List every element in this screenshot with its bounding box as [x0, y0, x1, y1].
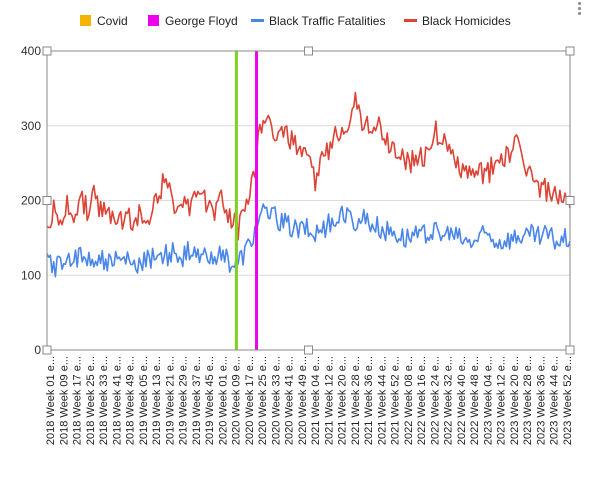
legend-swatch — [251, 19, 264, 22]
legend-swatch — [148, 15, 159, 26]
resize-handle[interactable] — [42, 46, 52, 56]
y-tick-label: 0 — [34, 343, 41, 357]
gridlines — [47, 50, 570, 351]
resize-handle[interactable] — [565, 345, 575, 355]
legend-label: George Floyd — [165, 14, 238, 28]
y-axis-ticks: 0 100 200 300 400 — [21, 44, 41, 357]
resize-handle[interactable] — [565, 196, 575, 205]
legend-item[interactable]: Covid — [80, 14, 128, 28]
y-tick-label: 300 — [21, 119, 41, 133]
resize-handle[interactable] — [42, 196, 52, 205]
x-tick-label: 2020 Week 17 e... — [244, 356, 256, 445]
x-tick-label: 2018 Week 49 e... — [125, 356, 137, 445]
legend-swatch — [404, 19, 417, 22]
resize-handle[interactable] — [42, 345, 52, 355]
x-tick-label: 2019 Week 29 e... — [178, 356, 190, 445]
event-markers — [234, 51, 259, 350]
event-marker — [234, 51, 238, 350]
x-tick-label: 2019 Week 45 e... — [204, 356, 216, 445]
event-marker — [255, 51, 259, 350]
x-tick-label: 2018 Week 17 e... — [72, 356, 84, 445]
x-tick-label: 2023 Week 12 e... — [496, 356, 508, 445]
x-tick-label: 2020 Week 49 e... — [297, 356, 309, 445]
legend-label: Black Homicides — [422, 14, 511, 28]
x-tick-label: 2018 Week 01 e... — [45, 356, 57, 445]
x-tick-label: 2023 Week 20 e... — [509, 356, 521, 445]
legend-item[interactable]: Black Traffic Fatalities — [251, 14, 385, 28]
legend-item[interactable]: George Floyd — [148, 14, 238, 28]
x-tick-label: 2020 Week 01 e... — [217, 356, 229, 445]
resize-handle[interactable] — [304, 46, 313, 56]
x-tick-label: 2019 Week 13 e... — [151, 356, 163, 445]
x-tick-label: 2022 Week 08 e... — [403, 356, 415, 445]
x-tick-label: 2023 Week 36 e... — [536, 356, 548, 445]
x-tick-label: 2022 Week 24 e... — [429, 356, 441, 445]
x-tick-label: 2020 Week 09 e... — [231, 356, 243, 445]
x-tick-label: 2021 Week 36 e... — [363, 356, 375, 445]
series-line — [46, 203, 571, 278]
plot-frame — [42, 46, 575, 355]
x-tick-label: 2021 Week 28 e... — [350, 356, 362, 445]
x-tick-label: 2022 Week 48 e... — [469, 356, 481, 445]
x-tick-label: 2023 Week 52 e... — [562, 356, 574, 445]
x-tick-label: 2021 Week 12 e... — [323, 356, 335, 445]
series-layer — [46, 91, 571, 278]
x-tick-label: 2018 Week 25 e... — [85, 356, 97, 445]
resize-handle[interactable] — [304, 345, 313, 355]
resize-handle[interactable] — [565, 46, 575, 56]
legend-swatch — [80, 15, 91, 26]
x-tick-label: 2023 Week 44 e... — [549, 356, 561, 445]
x-tick-label: 2019 Week 37 e... — [191, 356, 203, 445]
x-tick-label: 2021 Week 44 e... — [376, 356, 388, 445]
x-tick-label: 2021 Week 20 e... — [337, 356, 349, 445]
x-tick-label: 2020 Week 25 e... — [257, 356, 269, 445]
x-tick-label: 2021 Week 52 e... — [390, 356, 402, 445]
x-tick-label: 2018 Week 09 e... — [58, 356, 70, 445]
x-tick-label: 2023 Week 28 e... — [522, 356, 534, 445]
x-tick-label: 2018 Week 33 e... — [98, 356, 110, 445]
y-tick-label: 200 — [21, 194, 41, 208]
x-tick-label: 2021 Week 04 e... — [310, 356, 322, 445]
more-options-icon[interactable] — [574, 0, 584, 20]
y-tick-label: 400 — [21, 44, 41, 58]
y-tick-label: 100 — [21, 268, 41, 282]
legend-item[interactable]: Black Homicides — [404, 14, 511, 28]
x-tick-label: 2022 Week 32 e... — [443, 356, 455, 445]
x-tick-label: 2023 Week 04 e... — [483, 356, 495, 445]
x-tick-label: 2020 Week 41 e... — [284, 356, 296, 445]
x-axis-ticks: 2018 Week 01 e... 2018 Week 09 e... 2018 W… — [45, 356, 574, 445]
legend-label: Covid — [97, 14, 128, 28]
x-tick-label: 2019 Week 21 e... — [164, 356, 176, 445]
series-line — [46, 91, 571, 241]
x-tick-label: 2022 Week 16 e... — [416, 356, 428, 445]
legend: Covid George Floyd Black Traffic Fatalitie… — [80, 14, 511, 28]
x-tick-label: 2019 Week 05 e... — [138, 356, 150, 445]
x-tick-label: 2020 Week 33 e... — [270, 356, 282, 445]
x-tick-label: 2022 Week 40 e... — [456, 356, 468, 445]
x-tick-label: 2018 Week 41 e... — [111, 356, 123, 445]
legend-label: Black Traffic Fatalities — [269, 14, 385, 28]
